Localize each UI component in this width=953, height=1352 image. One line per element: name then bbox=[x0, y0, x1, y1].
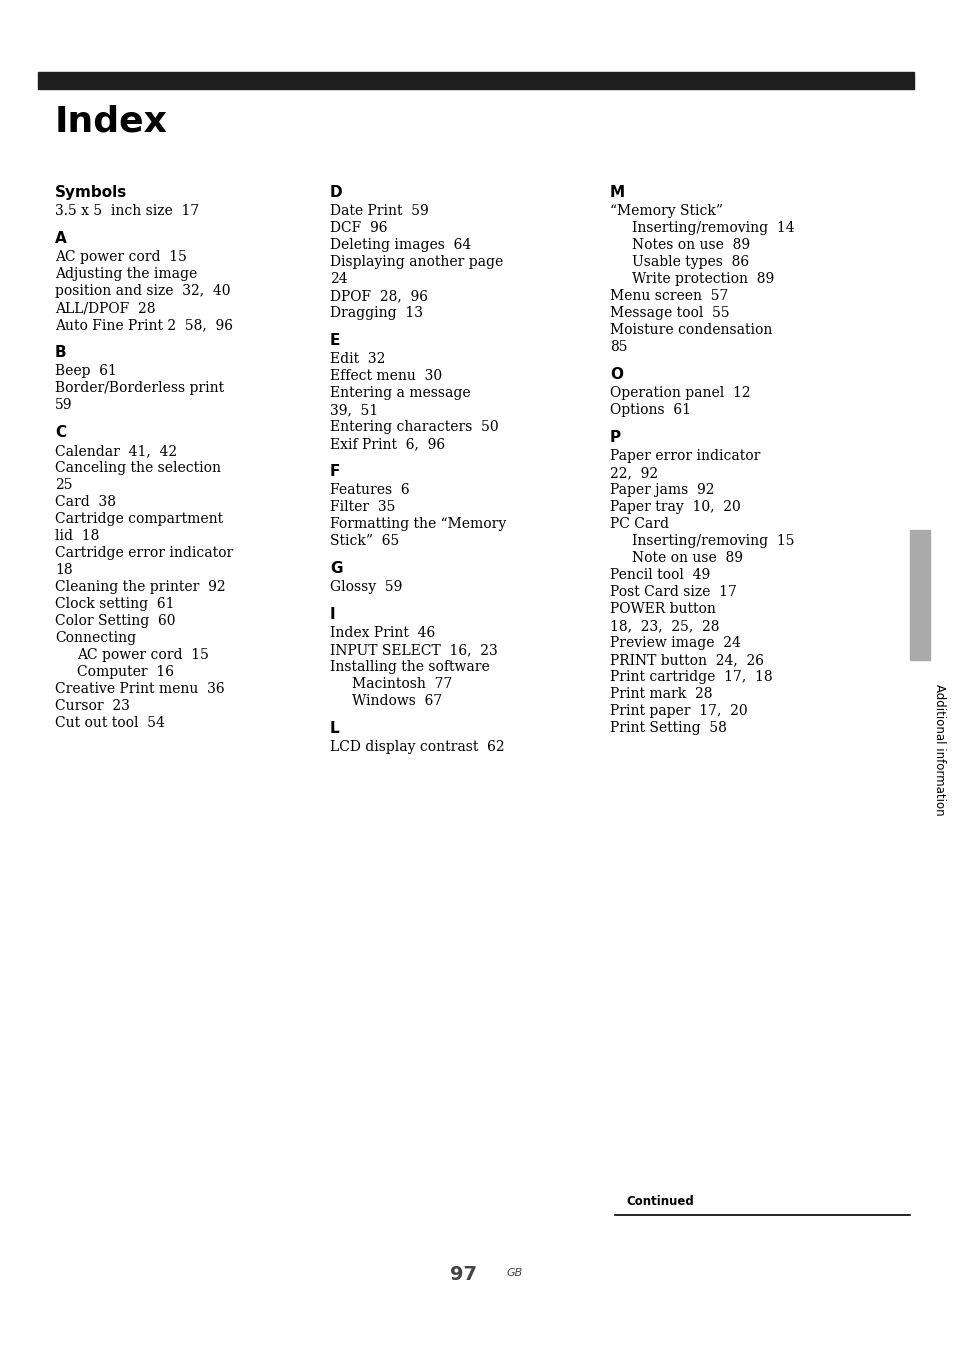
Text: Cartridge error indicator: Cartridge error indicator bbox=[55, 546, 233, 560]
Text: 22,  92: 22, 92 bbox=[609, 466, 658, 480]
Text: Displaying another page: Displaying another page bbox=[330, 256, 503, 269]
Text: Inserting/removing  15: Inserting/removing 15 bbox=[631, 534, 794, 548]
Text: Notes on use  89: Notes on use 89 bbox=[631, 238, 749, 251]
Text: G: G bbox=[330, 561, 342, 576]
Text: “Memory Stick”: “Memory Stick” bbox=[609, 204, 722, 218]
Text: P: P bbox=[609, 430, 620, 445]
Text: Preview image  24: Preview image 24 bbox=[609, 635, 740, 650]
Text: F: F bbox=[330, 464, 340, 479]
Text: M: M bbox=[609, 185, 624, 200]
Text: Print paper  17,  20: Print paper 17, 20 bbox=[609, 704, 747, 718]
Text: 24: 24 bbox=[330, 272, 347, 287]
Text: Windows  67: Windows 67 bbox=[352, 694, 442, 708]
Text: A: A bbox=[55, 231, 67, 246]
Text: Adjusting the image: Adjusting the image bbox=[55, 266, 197, 281]
Text: D: D bbox=[330, 185, 342, 200]
Text: Write protection  89: Write protection 89 bbox=[631, 272, 774, 287]
Text: Message tool  55: Message tool 55 bbox=[609, 306, 729, 320]
Text: Print cartridge  17,  18: Print cartridge 17, 18 bbox=[609, 671, 772, 684]
Text: Creative Print menu  36: Creative Print menu 36 bbox=[55, 681, 224, 696]
Text: Additional information: Additional information bbox=[933, 684, 945, 815]
Text: Edit  32: Edit 32 bbox=[330, 352, 385, 366]
Text: PC Card: PC Card bbox=[609, 516, 668, 531]
Text: INPUT SELECT  16,  23: INPUT SELECT 16, 23 bbox=[330, 644, 497, 657]
Text: DCF  96: DCF 96 bbox=[330, 220, 387, 235]
Text: Menu screen  57: Menu screen 57 bbox=[609, 289, 727, 303]
Text: Options  61: Options 61 bbox=[609, 403, 690, 416]
Text: Border/Borderless print: Border/Borderless print bbox=[55, 381, 224, 395]
Text: Pencil tool  49: Pencil tool 49 bbox=[609, 568, 709, 581]
Text: Index: Index bbox=[55, 105, 168, 139]
Text: Color Setting  60: Color Setting 60 bbox=[55, 614, 175, 627]
Text: GB: GB bbox=[506, 1268, 522, 1278]
Text: Stick”  65: Stick” 65 bbox=[330, 534, 399, 548]
Text: Entering a message: Entering a message bbox=[330, 387, 470, 400]
Text: position and size  32,  40: position and size 32, 40 bbox=[55, 284, 231, 297]
Text: lid  18: lid 18 bbox=[55, 529, 99, 544]
Text: I: I bbox=[330, 607, 335, 622]
Text: 59: 59 bbox=[55, 397, 72, 412]
Text: Clock setting  61: Clock setting 61 bbox=[55, 598, 174, 611]
Text: Print Setting  58: Print Setting 58 bbox=[609, 721, 726, 735]
Text: Print mark  28: Print mark 28 bbox=[609, 687, 712, 700]
Text: LCD display contrast  62: LCD display contrast 62 bbox=[330, 740, 504, 754]
Text: Entering characters  50: Entering characters 50 bbox=[330, 420, 498, 434]
Text: Cut out tool  54: Cut out tool 54 bbox=[55, 717, 165, 730]
Text: 25: 25 bbox=[55, 479, 72, 492]
Text: Auto Fine Print 2  58,  96: Auto Fine Print 2 58, 96 bbox=[55, 318, 233, 333]
Text: POWER button: POWER button bbox=[609, 602, 715, 617]
Text: Effect menu  30: Effect menu 30 bbox=[330, 369, 441, 383]
Text: 85: 85 bbox=[609, 339, 627, 354]
Text: 18: 18 bbox=[55, 562, 72, 577]
Text: 97: 97 bbox=[450, 1265, 476, 1284]
Text: ALL/DPOF  28: ALL/DPOF 28 bbox=[55, 301, 155, 315]
Text: Formatting the “Memory: Formatting the “Memory bbox=[330, 516, 506, 531]
Text: Canceling the selection: Canceling the selection bbox=[55, 461, 221, 475]
Text: Continued: Continued bbox=[625, 1195, 693, 1207]
Text: Installing the software: Installing the software bbox=[330, 660, 489, 675]
Bar bbox=[38, 72, 913, 89]
Text: Dragging  13: Dragging 13 bbox=[330, 306, 422, 320]
Text: 39,  51: 39, 51 bbox=[330, 403, 377, 416]
Text: Note on use  89: Note on use 89 bbox=[631, 552, 742, 565]
Text: Index Print  46: Index Print 46 bbox=[330, 626, 435, 639]
Text: E: E bbox=[330, 333, 340, 347]
Text: Macintosh  77: Macintosh 77 bbox=[352, 677, 452, 691]
Text: PRINT button  24,  26: PRINT button 24, 26 bbox=[609, 653, 763, 667]
Bar bbox=[909, 530, 929, 660]
Text: Cleaning the printer  92: Cleaning the printer 92 bbox=[55, 580, 226, 594]
Text: 3.5 x 5  inch size  17: 3.5 x 5 inch size 17 bbox=[55, 204, 199, 218]
Text: 18,  23,  25,  28: 18, 23, 25, 28 bbox=[609, 619, 719, 633]
Text: O: O bbox=[609, 366, 622, 383]
Text: Glossy  59: Glossy 59 bbox=[330, 580, 402, 594]
Text: Date Print  59: Date Print 59 bbox=[330, 204, 428, 218]
Text: Deleting images  64: Deleting images 64 bbox=[330, 238, 471, 251]
Text: AC power cord  15: AC power cord 15 bbox=[55, 250, 187, 264]
Text: Cartridge compartment: Cartridge compartment bbox=[55, 512, 223, 526]
Text: Operation panel  12: Operation panel 12 bbox=[609, 387, 750, 400]
Text: Computer  16: Computer 16 bbox=[77, 665, 173, 679]
Text: Usable types  86: Usable types 86 bbox=[631, 256, 748, 269]
Text: Cursor  23: Cursor 23 bbox=[55, 699, 130, 713]
Text: Inserting/removing  14: Inserting/removing 14 bbox=[631, 220, 794, 235]
Text: AC power cord  15: AC power cord 15 bbox=[77, 648, 209, 662]
Text: Paper tray  10,  20: Paper tray 10, 20 bbox=[609, 500, 740, 514]
Text: L: L bbox=[330, 721, 339, 735]
Text: Moisture condensation: Moisture condensation bbox=[609, 323, 772, 337]
Text: C: C bbox=[55, 425, 66, 439]
Text: Post Card size  17: Post Card size 17 bbox=[609, 585, 736, 599]
Text: Card  38: Card 38 bbox=[55, 495, 116, 508]
Text: Symbols: Symbols bbox=[55, 185, 127, 200]
Text: Paper jams  92: Paper jams 92 bbox=[609, 483, 714, 498]
Text: Features  6: Features 6 bbox=[330, 483, 409, 498]
Text: Beep  61: Beep 61 bbox=[55, 364, 117, 379]
Text: Paper error indicator: Paper error indicator bbox=[609, 449, 760, 462]
Text: DPOF  28,  96: DPOF 28, 96 bbox=[330, 289, 428, 303]
Text: Filter  35: Filter 35 bbox=[330, 500, 395, 514]
Text: Calendar  41,  42: Calendar 41, 42 bbox=[55, 443, 177, 458]
Text: B: B bbox=[55, 345, 67, 360]
Text: Connecting: Connecting bbox=[55, 631, 136, 645]
Text: Exif Print  6,  96: Exif Print 6, 96 bbox=[330, 437, 445, 452]
